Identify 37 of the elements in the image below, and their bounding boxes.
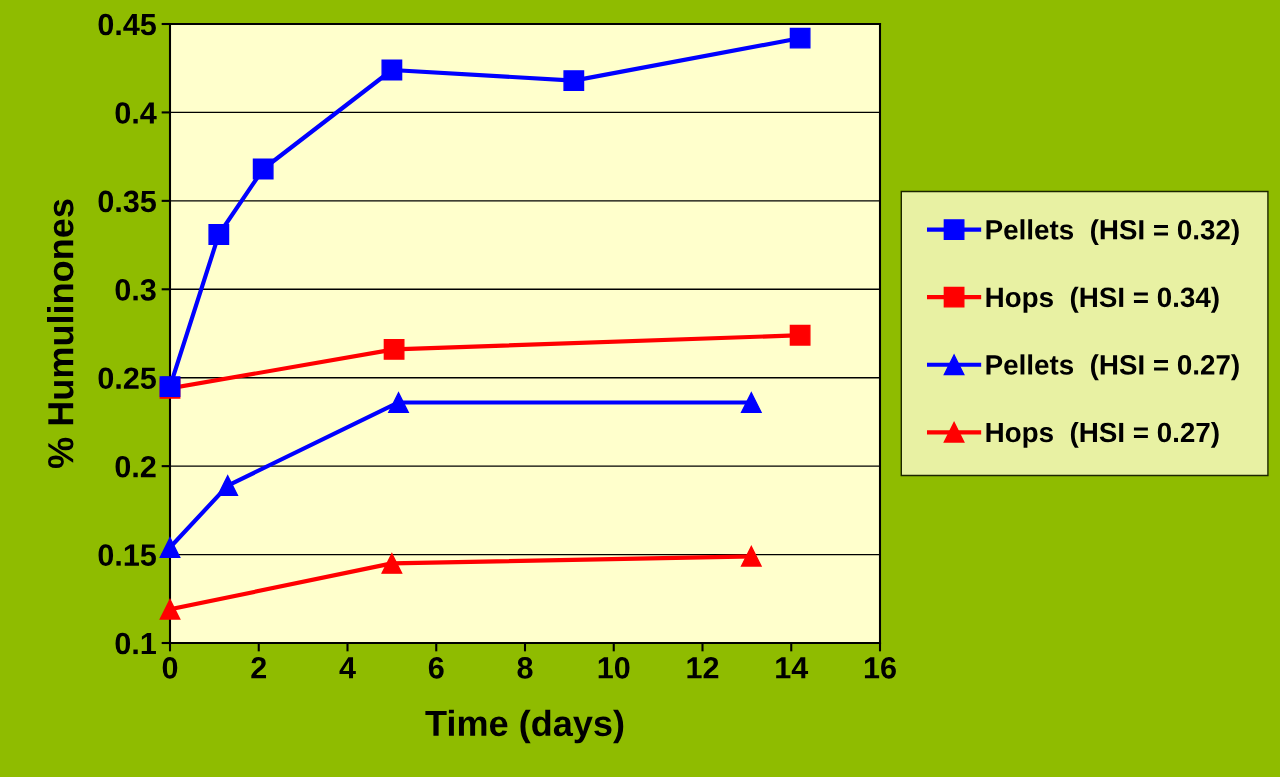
point [740,392,762,413]
point [208,224,230,245]
x-tick-label: 16 [864,657,896,679]
point [159,537,181,558]
y-tick-label: 0.2 [115,455,156,478]
x-tick-label: 10 [598,657,630,679]
legend-label: Hops (HSI = 0.27) [986,421,1219,448]
point [381,552,403,574]
x-tick-label: 0 [162,657,178,679]
y-tick-label: 0.45 [98,13,156,36]
legend-label: Pellets (HSI = 0.27) [986,354,1239,381]
x-tick-label: 8 [517,657,533,679]
point [383,338,405,360]
legend-label: Hops (HSI = 0.34) [986,286,1219,313]
x-tick-label: 4 [339,657,356,679]
point [740,545,762,567]
point [789,27,811,49]
y-axis-title: % Humulinones [47,199,74,469]
y-tick-label: 0.15 [98,544,156,566]
point [563,70,585,92]
y-tick-label: 0.4 [115,102,157,124]
x-tick-label: 6 [428,657,444,679]
point [381,59,403,81]
x-tick-label: 2 [251,657,267,679]
y-tick-label: 0.35 [98,190,156,213]
y-tick-label: 0.1 [115,632,156,655]
point [789,324,811,346]
y-tick-label: 0.3 [115,279,156,301]
y-tick-label: 0.25 [98,367,156,390]
legend-label: Pellets (HSI = 0.32) [986,219,1239,246]
point [252,158,274,180]
point [388,392,409,413]
point [217,475,239,497]
x-axis-title: Time (days) [425,709,624,744]
x-tick-label: 14 [776,657,809,679]
point [159,598,181,620]
x-tick-label: 12 [687,657,719,679]
